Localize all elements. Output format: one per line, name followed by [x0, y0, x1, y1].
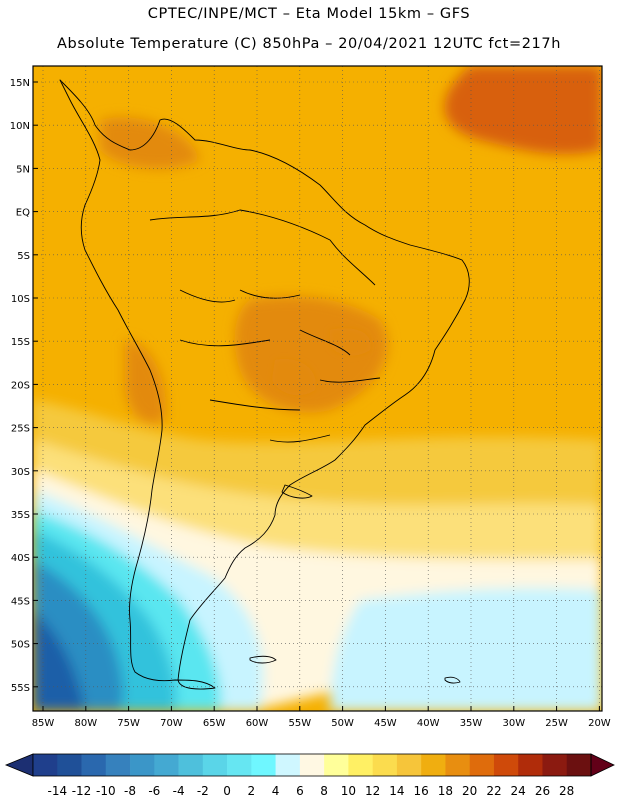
colorbar-left-arrow	[4, 753, 34, 777]
colorbar-swatch	[178, 754, 204, 776]
colorbar-swatch	[251, 754, 276, 776]
colorbar-frame	[32, 753, 592, 777]
colorbar-swatch	[227, 754, 252, 776]
colorbar-label: -14	[47, 784, 67, 798]
colorbar-swatch	[372, 754, 398, 776]
colorbar-label: 22	[486, 784, 501, 798]
lat-label: 30S	[11, 467, 30, 478]
lat-label: 40S	[11, 553, 30, 564]
lon-label: 60W	[246, 718, 269, 729]
temperature-field	[33, 66, 602, 711]
colorbar-swatch	[493, 754, 519, 776]
field-dark-orange-andes	[125, 340, 166, 424]
colorbar-label: 2	[247, 784, 255, 798]
colorbar-swatch	[154, 754, 179, 776]
lon-label: 75W	[117, 718, 140, 729]
lat-label: 5N	[16, 164, 30, 175]
colorbar-label: -10	[96, 784, 116, 798]
latitude-labels: 15N 10N 5N EQ 5S 10S 15S 20S 25S 30S 35S 40S 45S 50S 5…	[10, 78, 38, 694]
colorbar-label: 6	[296, 784, 304, 798]
lat-label: 25S	[11, 424, 30, 435]
lat-label: 50S	[11, 640, 30, 651]
colorbar-swatch	[542, 754, 568, 776]
colorbar-label: 24	[511, 784, 526, 798]
lat-label: 5S	[17, 251, 30, 262]
colorbar-swatch	[396, 754, 422, 776]
colorbar-label: 12	[365, 784, 380, 798]
colorbar-swatch	[348, 754, 373, 776]
lon-label: 20W	[588, 718, 611, 729]
lon-label: 85W	[32, 718, 55, 729]
falklands-outline	[249, 655, 277, 664]
colorbar-swatch	[469, 754, 495, 776]
colorbar: -14 -12 -10 -8 -6 -4 -2 0 2 4 6 8 10 12 14 16 18 20 22 24 26…	[4, 753, 615, 798]
continent-outline	[59, 79, 470, 690]
colorbar-swatch	[324, 754, 349, 776]
field-red-orange-northeast	[444, 66, 602, 155]
la-plata-outline	[281, 484, 313, 499]
colorbar-label: 18	[438, 784, 453, 798]
graticule	[33, 66, 602, 711]
title-line-1: CPTEC/INPE/MCT – Eta Model 15km – GFS	[147, 6, 471, 22]
field-dark-orange-north	[100, 117, 200, 169]
lat-label: 55S	[11, 683, 30, 694]
lat-label: 35S	[11, 510, 30, 521]
map-frame	[32, 65, 603, 712]
lat-label: 45S	[11, 596, 30, 607]
colorbar-label: 16	[414, 784, 429, 798]
lon-label: 80W	[74, 718, 97, 729]
field-dark-orange-interior	[234, 296, 388, 413]
field-deep-blue	[33, 610, 85, 711]
colorbar-swatch	[518, 754, 543, 776]
longitude-labels: 85W 80W 75W 70W 65W 60W 55W 50W 45W 40W 35W 30W 25W 2…	[32, 706, 611, 729]
colorbar-label: 10	[341, 784, 356, 798]
colorbar-label: 8	[320, 784, 328, 798]
lat-label: 15N	[10, 78, 30, 89]
colorbar-swatch	[299, 754, 325, 776]
lon-label: 55W	[288, 718, 311, 729]
field-dark-orange-spot	[272, 359, 316, 396]
colorbar-swatch	[421, 754, 446, 776]
lon-label: 45W	[374, 718, 397, 729]
colorbar-label: 28	[559, 784, 574, 798]
field-dark-orange-spot-2	[330, 328, 371, 356]
colorbar-swatch	[202, 754, 228, 776]
lat-label: EQ	[16, 208, 30, 219]
lat-label: 10S	[11, 294, 30, 305]
colorbar-swatch	[57, 754, 82, 776]
field-cream	[33, 470, 602, 711]
colorbar-swatch	[130, 754, 155, 776]
lon-label: 25W	[545, 718, 568, 729]
colorbar-label: -2	[197, 784, 209, 798]
colorbar-label: 0	[223, 784, 231, 798]
colorbar-label: 20	[462, 784, 477, 798]
title-line-2: Absolute Temperature (C) 850hPa – 20/04/…	[57, 36, 561, 52]
lon-label: 35W	[460, 718, 483, 729]
colorbar-label: 4	[272, 784, 280, 798]
colorbar-swatch	[33, 754, 58, 776]
colorbar-label: -6	[148, 784, 160, 798]
colorbar-swatch	[566, 754, 592, 776]
lat-label: 15S	[11, 337, 30, 348]
lon-label: 65W	[203, 718, 226, 729]
colorbar-label: 26	[535, 784, 550, 798]
lat-label: 10N	[10, 121, 30, 132]
lat-label: 20S	[11, 380, 30, 391]
colorbar-right-arrow	[590, 753, 615, 777]
colorbar-label: 14	[389, 784, 404, 798]
colorbar-label: -4	[173, 784, 185, 798]
lon-label: 70W	[160, 718, 183, 729]
colorbar-swatch	[445, 754, 470, 776]
field-pale-cyan-east	[330, 588, 602, 711]
colorbar-swatch	[81, 754, 107, 776]
colorbar-swatch	[275, 754, 301, 776]
colorbar-swatch	[105, 754, 131, 776]
colorbar-label: -12	[72, 784, 92, 798]
south-georgia-outline	[444, 676, 461, 684]
lon-label: 30W	[502, 718, 525, 729]
lon-label: 50W	[331, 718, 354, 729]
colorbar-label: -8	[124, 784, 136, 798]
lon-label: 40W	[417, 718, 440, 729]
